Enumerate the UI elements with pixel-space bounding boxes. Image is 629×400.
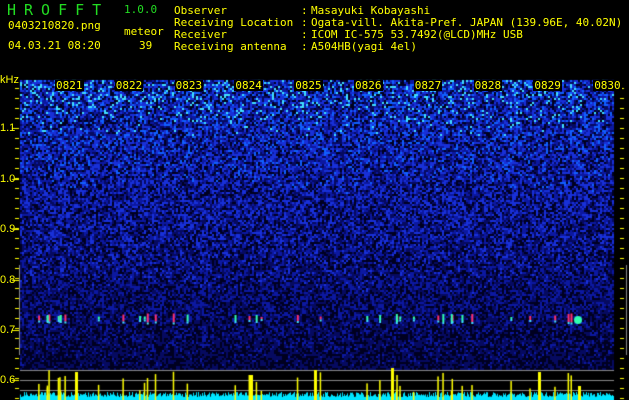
colon: : [301,16,308,29]
antenna-value: A504HB(yagi 4el) [311,40,417,53]
colon: : [301,28,308,41]
y-tick-label: 0.7 [0,324,16,336]
location-label: Receiving Location [174,16,294,29]
time-label: 0826 [354,79,383,92]
y-axis-unit: kHz [0,74,19,86]
datetime: 04.03.21 08:20 [8,39,101,52]
y-tick-label: 1.0 [0,173,16,185]
file-name: 0403210820.png [8,19,101,32]
observer-label: Observer [174,4,227,17]
time-label: 0828 [473,79,503,92]
time-label: 0825 [294,79,323,92]
location-value: Ogata-vill. Akita-Pref. JAPAN (139.96E, … [311,16,623,29]
receiver-value: ICOM IC-575 53.7492(@LCD)MHz USB [311,28,523,41]
colon: : [301,4,308,17]
meteor-count: 39 [139,39,153,52]
observer-value: Masayuki Kobayashi [311,4,431,17]
meteor-label: meteor [124,25,164,38]
y-tick-label: 0.9 [0,223,16,235]
receiver-label: Receiver [174,28,227,41]
app-title: HROFFT [7,1,110,19]
antenna-label: Receiving antenna [174,40,287,53]
time-label: 0824 [234,79,263,92]
y-tick-label: 1.1 [0,122,16,134]
time-label: 0823 [174,79,204,92]
time-label: 0827 [413,79,443,92]
app-version: 1.0.0 [124,3,158,16]
time-label: 0829 [533,79,562,92]
time-label: 0830 [593,79,622,92]
time-label: 0822 [114,79,144,92]
colon: : [301,40,308,53]
y-tick-label: 0.6 [0,374,16,386]
y-tick-label: 0.8 [0,274,16,286]
time-label: 0821 [55,79,84,92]
